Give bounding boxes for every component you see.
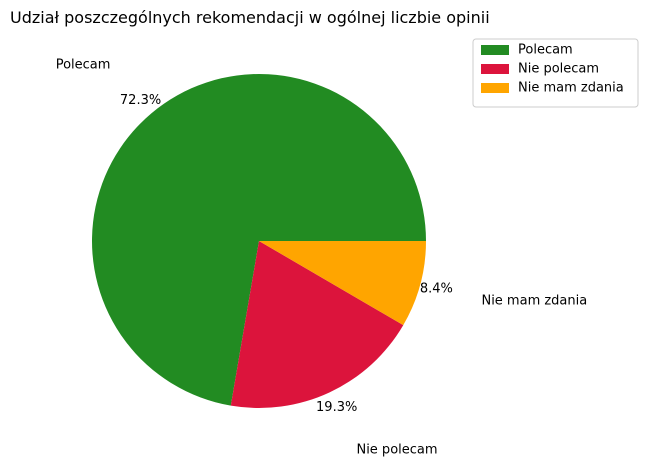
legend-label-nie-mam-zdania: Nie mam zdania [518,81,624,96]
legend-swatch-nie-polecam [481,64,509,74]
pct-label-nie-polecam: 19.3% [316,400,357,415]
legend-swatch-polecam [481,45,509,55]
pie-labels: 72.3% Polecam 19.3% Nie polecam 8.4% Nie mam … [56,57,588,457]
pct-label-nie-mam-zdania: 8.4% [420,281,453,296]
legend: Polecam Nie polecam Nie mam zdania [472,38,639,108]
pie-slice-nie-mam-zdania [259,241,426,326]
slice-label-polecam: Polecam [56,57,111,72]
chart-title: Udział poszczególnych rekomendacji w ogó… [10,8,490,27]
legend-label-nie-polecam: Nie polecam [518,62,599,77]
legend-frame [472,38,639,108]
pct-label-polecam: 72.3% [120,93,161,108]
legend-swatch-nie-mam-zdania [481,83,509,93]
pie-slices [92,74,427,408]
pie-slice-nie-polecam [230,241,404,408]
slice-label-nie-polecam: Nie polecam [356,442,437,457]
legend-label-polecam: Polecam [518,43,573,58]
pie-slice-polecam [92,74,427,406]
slice-label-nie-mam-zdania: Nie mam zdania [481,294,587,309]
